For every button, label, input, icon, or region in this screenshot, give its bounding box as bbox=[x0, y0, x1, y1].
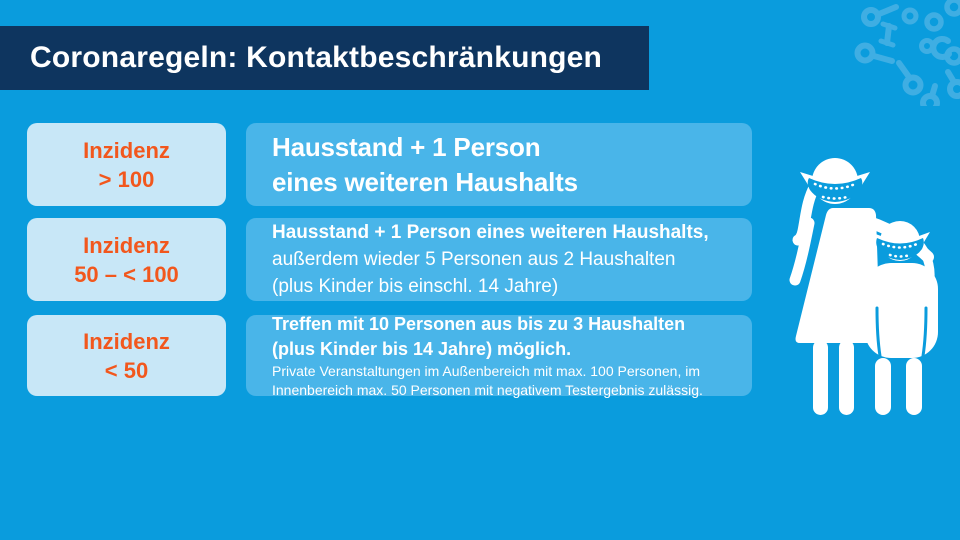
rule-row-incidence-over-100: Inzidenz > 100 Hausstand + 1 Person eine… bbox=[0, 123, 960, 206]
badge-value: > 100 bbox=[98, 166, 155, 192]
badge-label: Inzidenz bbox=[83, 137, 170, 163]
badge-label: Inzidenz bbox=[83, 232, 170, 258]
rule-text: eines weiteren Haushalts bbox=[272, 166, 578, 197]
rule-text: (plus Kinder bis 14 Jahre) möglich. bbox=[272, 338, 572, 359]
page-title: Coronaregeln: Kontaktbeschränkungen bbox=[30, 41, 603, 74]
rule-card: Hausstand + 1 Person eines weiteren Haus… bbox=[246, 218, 752, 301]
rule-card: Treffen mit 10 Personen aus bis zu 3 Hau… bbox=[246, 313, 752, 398]
incidence-badge: Inzidenz < 50 bbox=[27, 315, 226, 396]
incidence-badge: Inzidenz > 100 bbox=[27, 123, 226, 206]
rule-text: Treffen mit 10 Personen aus bis zu 3 Hau… bbox=[272, 313, 686, 334]
rule-text: außerdem wieder 5 Personen aus 2 Haushal… bbox=[272, 249, 676, 270]
rule-row-incidence-50-to-100: Inzidenz 50 – < 100 Hausstand + 1 Person… bbox=[0, 218, 960, 301]
rule-fine-print: Innenbereich max. 50 Personen mit negati… bbox=[272, 381, 703, 398]
badge-label: Inzidenz bbox=[83, 328, 170, 354]
rule-fine-print: Private Veranstaltungen im Außenbereich … bbox=[272, 362, 700, 379]
rule-text: (plus Kinder bis einschl. 14 Jahre) bbox=[272, 276, 559, 297]
badge-value: 50 – < 100 bbox=[74, 261, 179, 287]
rule-text: Hausstand + 1 Person eines weiteren Haus… bbox=[272, 222, 709, 243]
family-masks-illustration bbox=[789, 158, 938, 415]
incidence-badge: Inzidenz 50 – < 100 bbox=[27, 218, 226, 301]
badge-value: < 50 bbox=[104, 357, 149, 383]
rule-card: Hausstand + 1 Person eines weiteren Haus… bbox=[246, 123, 752, 206]
rule-row-incidence-under-50: Inzidenz < 50 Treffen mit 10 Personen au… bbox=[0, 313, 960, 398]
rule-text: Hausstand + 1 Person bbox=[272, 131, 541, 162]
header-bar: Coronaregeln: Kontaktbeschränkungen bbox=[0, 26, 649, 90]
coronavirus-icon bbox=[854, 0, 960, 106]
